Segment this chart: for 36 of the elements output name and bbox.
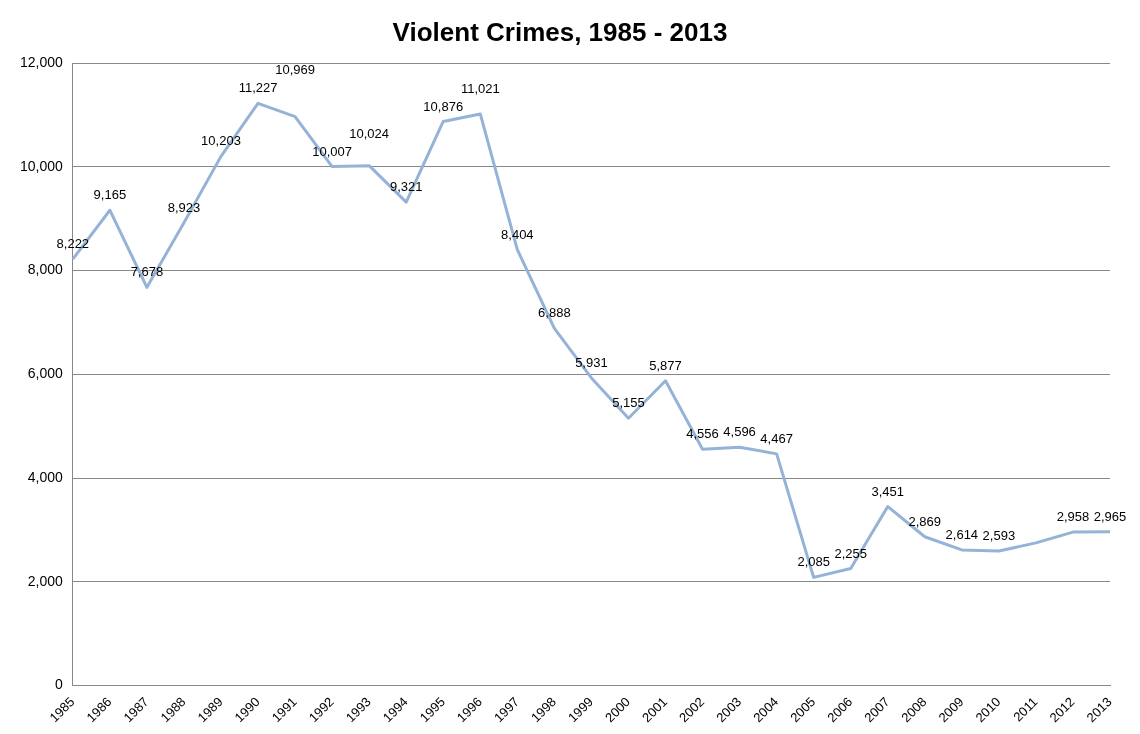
data-label: 2,869 bbox=[908, 513, 942, 529]
data-label: 2,085 bbox=[797, 554, 830, 570]
data-label: 10,876 bbox=[423, 98, 464, 114]
data-label: 2,255 bbox=[834, 545, 867, 561]
data-label: 10,969 bbox=[275, 62, 315, 78]
chart-title: Violent Crimes, 1985 - 2013 bbox=[392, 16, 728, 47]
data-label: 10,203 bbox=[201, 133, 241, 149]
data-label: 9,165 bbox=[93, 187, 127, 203]
data-label: 9,321 bbox=[389, 179, 423, 195]
data-label: 2,965 bbox=[1093, 508, 1127, 524]
data-label: 10,007 bbox=[312, 143, 352, 159]
data-label: 2,958 bbox=[1056, 509, 1090, 525]
data-label: 11,227 bbox=[238, 80, 278, 96]
data-label: 8,404 bbox=[501, 226, 534, 242]
data-label: 8,923 bbox=[167, 199, 201, 215]
data-label: 6,888 bbox=[538, 305, 571, 321]
data-label: 5,155 bbox=[612, 395, 645, 411]
y-tick-label: 6,000 bbox=[27, 365, 64, 382]
y-tick-label: 2,000 bbox=[27, 572, 64, 589]
data-label: 8,222 bbox=[56, 236, 90, 252]
data-label: 2,614 bbox=[945, 527, 979, 543]
data-label: 2,593 bbox=[982, 528, 1016, 544]
data-label: 4,556 bbox=[686, 426, 719, 442]
data-label: 11,021 bbox=[460, 80, 500, 96]
data-label: 3,451 bbox=[871, 483, 905, 499]
data-label: 10,024 bbox=[349, 125, 390, 141]
y-tick-label: 8,000 bbox=[27, 261, 64, 278]
data-label: 5,931 bbox=[575, 355, 608, 371]
y-tick-label: 10,000 bbox=[19, 157, 64, 174]
data-label: 4,467 bbox=[760, 430, 793, 446]
y-tick-label: 0 bbox=[55, 676, 64, 693]
y-tick-label: 12,000 bbox=[19, 54, 64, 71]
data-label: 5,877 bbox=[649, 357, 682, 373]
y-tick-label: 4,000 bbox=[27, 468, 64, 485]
data-label: 4,596 bbox=[723, 424, 756, 440]
data-label: 7,678 bbox=[130, 264, 164, 280]
